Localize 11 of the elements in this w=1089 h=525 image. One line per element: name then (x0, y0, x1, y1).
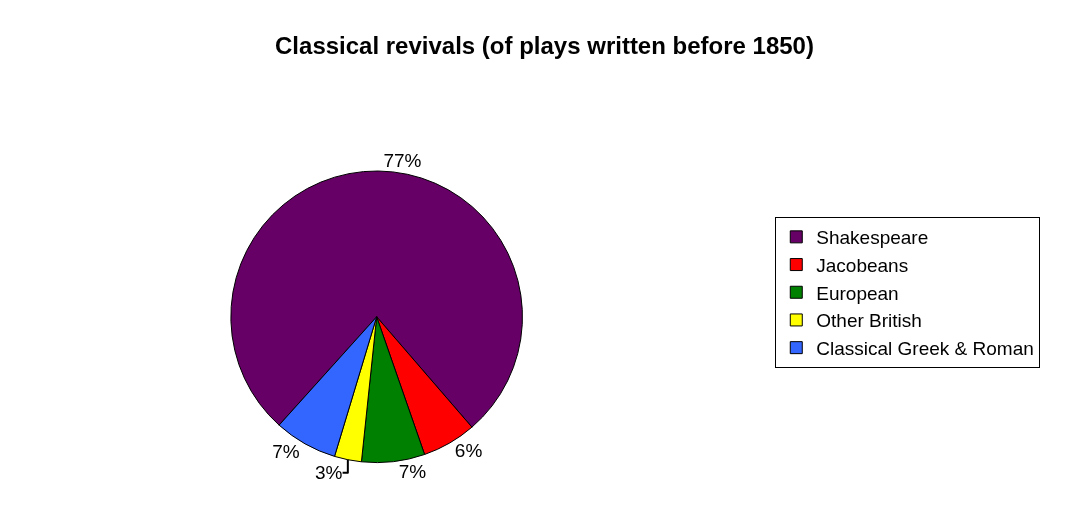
chart-title: Classical revivals (of plays written before 1850) (275, 31, 814, 59)
data-label: 77% (383, 150, 422, 172)
legend-label: European (816, 282, 899, 304)
legend-label: Jacobeans (816, 254, 909, 276)
data-label: 7% (272, 441, 300, 463)
legend-label: Shakespeare (816, 227, 929, 249)
legend-label: Classical Greek & Roman (816, 338, 1034, 360)
data-label: 6% (454, 440, 483, 462)
data-label: 3% (315, 462, 343, 484)
legend-label: Other British (816, 310, 922, 332)
data-label: 7% (398, 461, 427, 483)
